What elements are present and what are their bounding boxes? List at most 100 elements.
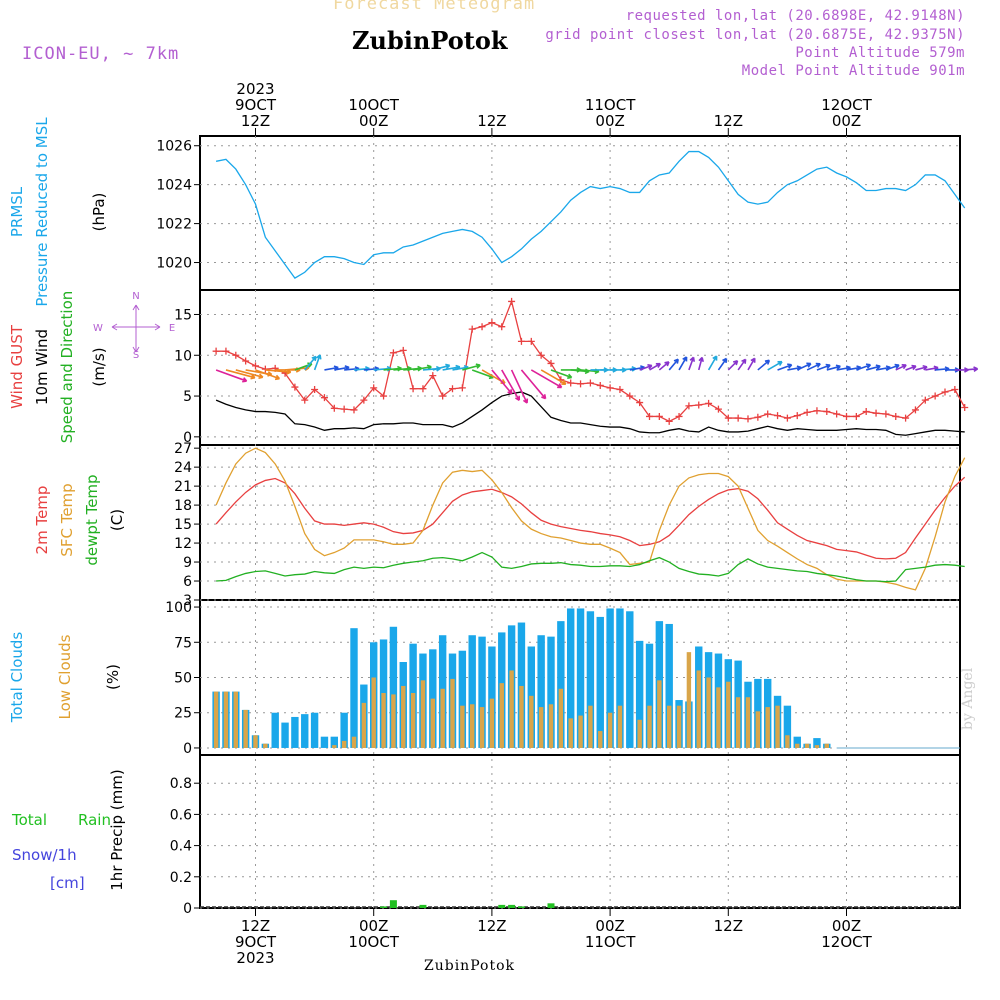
wind-direction-arrow [530, 369, 563, 389]
precip-total-label: Total [11, 811, 47, 829]
y-tick-label: 0.8 [170, 776, 192, 792]
wind-gust-point [596, 381, 604, 389]
wind-direction-arrow [856, 363, 872, 371]
wind-gust-point [439, 392, 447, 400]
bottom-time-label: 12Z [714, 917, 743, 935]
wind-direction-arrow [520, 369, 547, 400]
low-clouds-bar [332, 745, 337, 748]
wind-gust-point [852, 412, 860, 420]
wind-direction-arrow [796, 362, 812, 371]
wind-gust-point [902, 414, 910, 422]
y-tick-label: 9 [183, 555, 192, 571]
total-clouds-bar [389, 626, 398, 748]
low-clouds-bar [489, 698, 495, 748]
low-clouds-bar [795, 743, 800, 748]
wind-gust-point [606, 384, 614, 392]
total-clouds-bar [320, 736, 329, 748]
wind-gust-point [675, 412, 683, 420]
total-clouds-bar [458, 650, 467, 748]
y-tick-label: 0.2 [170, 870, 192, 886]
low-clouds-bar [607, 712, 613, 748]
y-tick-label: 21 [174, 479, 192, 495]
low-clouds-bar [676, 705, 682, 748]
wind-gust-point [705, 399, 713, 407]
wind-gust-point [419, 385, 427, 393]
low-clouds-bar [499, 683, 504, 748]
low-clouds-bar [440, 688, 445, 748]
sfc-series-line [215, 447, 966, 591]
wind-gust-point [714, 405, 722, 413]
wind-gust-point [616, 386, 624, 394]
low-clouds-bar [667, 705, 672, 748]
low-clouds-bar [450, 678, 455, 748]
wind-gust-point [488, 319, 496, 327]
total-clouds-bar [301, 714, 309, 748]
wind-gust-point [685, 402, 693, 410]
low-clouds-bar [735, 697, 741, 748]
wind-direction-arrow [717, 357, 728, 371]
precip-cm-label: [cm] [50, 874, 85, 892]
y-tick-label: 6 [183, 574, 192, 590]
precip-rain-bar [498, 904, 506, 908]
precip-rain-bar [419, 904, 427, 908]
wind-gust-point [833, 410, 841, 418]
low-clouds-bar [401, 685, 406, 748]
wind-direction-arrow [727, 359, 739, 371]
wind-gust-point [961, 403, 969, 411]
low-clouds-bar [647, 705, 652, 748]
wind-gust-point [931, 392, 939, 400]
compass-north-label: N [132, 291, 139, 302]
wind-gust-point [567, 379, 575, 387]
total-clouds-bar [281, 722, 289, 748]
low-clouds-bar [391, 694, 396, 748]
low-clouds-bar [568, 718, 573, 748]
bottom-time-label: 12Z [241, 917, 270, 935]
total-clouds-bar [310, 712, 319, 748]
low-clouds-bar [814, 745, 820, 748]
low-clouds-bar [706, 677, 711, 748]
wind-gust-point [320, 394, 328, 402]
wind-speed-series-line [215, 391, 965, 436]
wind-gust-point [793, 412, 801, 420]
total-clouds-bar [616, 608, 624, 748]
bottom-time-label: 00Z [832, 917, 861, 935]
total-clouds-bar [291, 716, 299, 748]
clouds-axis-label: (%) [104, 664, 122, 690]
wind-direction-arrow [658, 361, 670, 371]
wind-gust-point [626, 392, 634, 400]
wind-gust-point [577, 380, 585, 388]
low-clouds-bar [371, 677, 376, 748]
wind-direction-arrow [462, 363, 481, 371]
low-clouds-bar [213, 691, 219, 748]
wind-gust-point [311, 386, 319, 394]
total-clouds-bar [537, 635, 545, 748]
wind-gust-point [764, 410, 772, 418]
y-tick-label: 75 [174, 635, 192, 651]
top-time-label: 12Z [714, 112, 743, 130]
wind-direction-arrow [707, 355, 718, 371]
low-clouds-bar [470, 704, 475, 748]
wind-direction-arrow [767, 360, 783, 371]
low-clouds-bar [716, 687, 721, 748]
pressure-axis-label: (hPa) [90, 193, 108, 232]
low-clouds-bar [430, 698, 435, 748]
compass-east-label: E [169, 323, 175, 334]
low-clouds-bar [755, 711, 761, 748]
footer-station: ZubinPotok [424, 958, 516, 974]
wind-direction-arrow [432, 363, 451, 371]
low-clouds-bar [460, 705, 465, 748]
wind-axis-label: 10m Wind [33, 329, 51, 405]
wind-gust-point [547, 359, 555, 367]
bottom-time-label: 12OCT [821, 933, 872, 951]
wind-gust-point [429, 372, 437, 380]
y-tick-label: 10 [174, 348, 192, 364]
y-tick-label: 100 [165, 600, 192, 616]
low-clouds-bar [233, 691, 238, 748]
wind-gust-point [399, 346, 407, 354]
wind-gust-point [330, 404, 338, 412]
wind-direction-arrow [491, 369, 513, 395]
pressure-series-line [215, 150, 966, 279]
wind-direction-arrow [747, 357, 756, 371]
low-clouds-bar [657, 680, 662, 748]
